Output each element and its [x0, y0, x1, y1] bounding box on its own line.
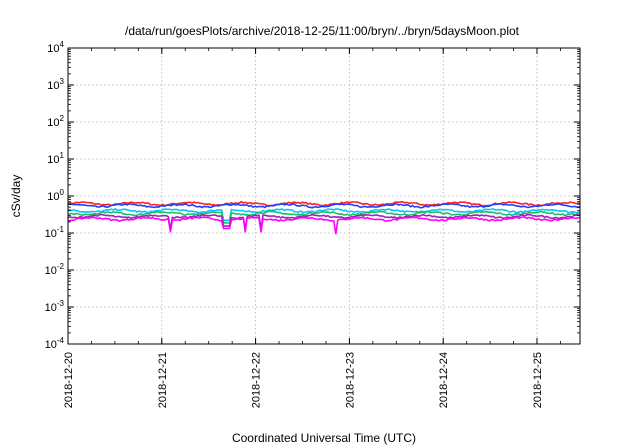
x-tick-label: 2018-12-20: [63, 352, 75, 408]
y-tick-label: 103: [47, 77, 64, 92]
y-axis: 10-4 10-3 10-2 10-1 100 101 102 103 104: [45, 40, 580, 351]
x-tick-label: 2018-12-21: [157, 352, 169, 408]
y-tick-label: 101: [47, 151, 64, 166]
y-tick-label: 100: [47, 188, 64, 203]
series-line: [67, 213, 581, 231]
x-tick-label: 2018-12-24: [438, 352, 450, 408]
x-axis-label: Coordinated Universal Time (UTC): [232, 431, 416, 445]
series-line: [67, 208, 581, 222]
series-line: [67, 216, 581, 235]
y-tick-label: 10-1: [45, 225, 65, 240]
series-line: [67, 203, 581, 209]
x-axis: 2018-12-20 2018-12-21 2018-12-22 2018-12-23…: [63, 48, 561, 408]
chart-title: /data/run/goesPlots/archive/2018-12-25/1…: [125, 24, 520, 38]
y-tick-label: 104: [47, 40, 64, 55]
y-tick-label: 10-2: [45, 262, 65, 277]
grid: [68, 48, 580, 344]
series-line: [67, 200, 581, 207]
y-tick-label: 10-3: [45, 299, 65, 314]
series-line: [67, 210, 581, 224]
y-tick-label: 10-4: [45, 336, 65, 351]
y-axis-label: cSv/day: [9, 175, 23, 218]
x-tick-label: 2018-12-23: [344, 352, 356, 408]
x-tick-label: 2018-12-25: [532, 352, 544, 408]
y-tick-label: 102: [47, 114, 64, 129]
series-layer: [67, 200, 581, 235]
x-tick-label: 2018-12-22: [251, 352, 263, 408]
